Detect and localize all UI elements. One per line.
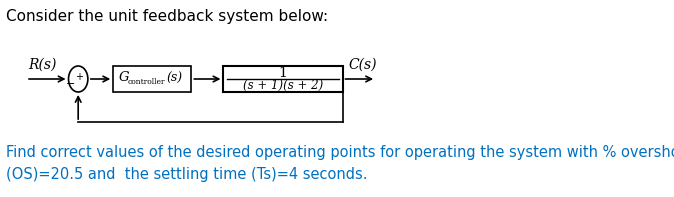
FancyBboxPatch shape: [113, 66, 191, 92]
Text: Consider the unit feedback system below:: Consider the unit feedback system below:: [6, 9, 328, 24]
Text: (s + 1)(s + 2): (s + 1)(s + 2): [243, 79, 323, 92]
Text: −: −: [66, 79, 75, 89]
Text: (s): (s): [166, 72, 183, 85]
Text: G: G: [119, 72, 130, 85]
Text: R(s): R(s): [28, 58, 57, 72]
FancyBboxPatch shape: [223, 66, 342, 92]
Text: Find correct values of the desired operating points for operating the system wit: Find correct values of the desired opera…: [6, 145, 674, 160]
Text: C(s): C(s): [348, 58, 377, 72]
Text: 1: 1: [278, 66, 287, 80]
Text: controller: controller: [127, 78, 165, 86]
Text: (OS)=20.5 and  the settling time (Ts)=4 seconds.: (OS)=20.5 and the settling time (Ts)=4 s…: [6, 167, 367, 182]
Text: +: +: [75, 72, 82, 82]
